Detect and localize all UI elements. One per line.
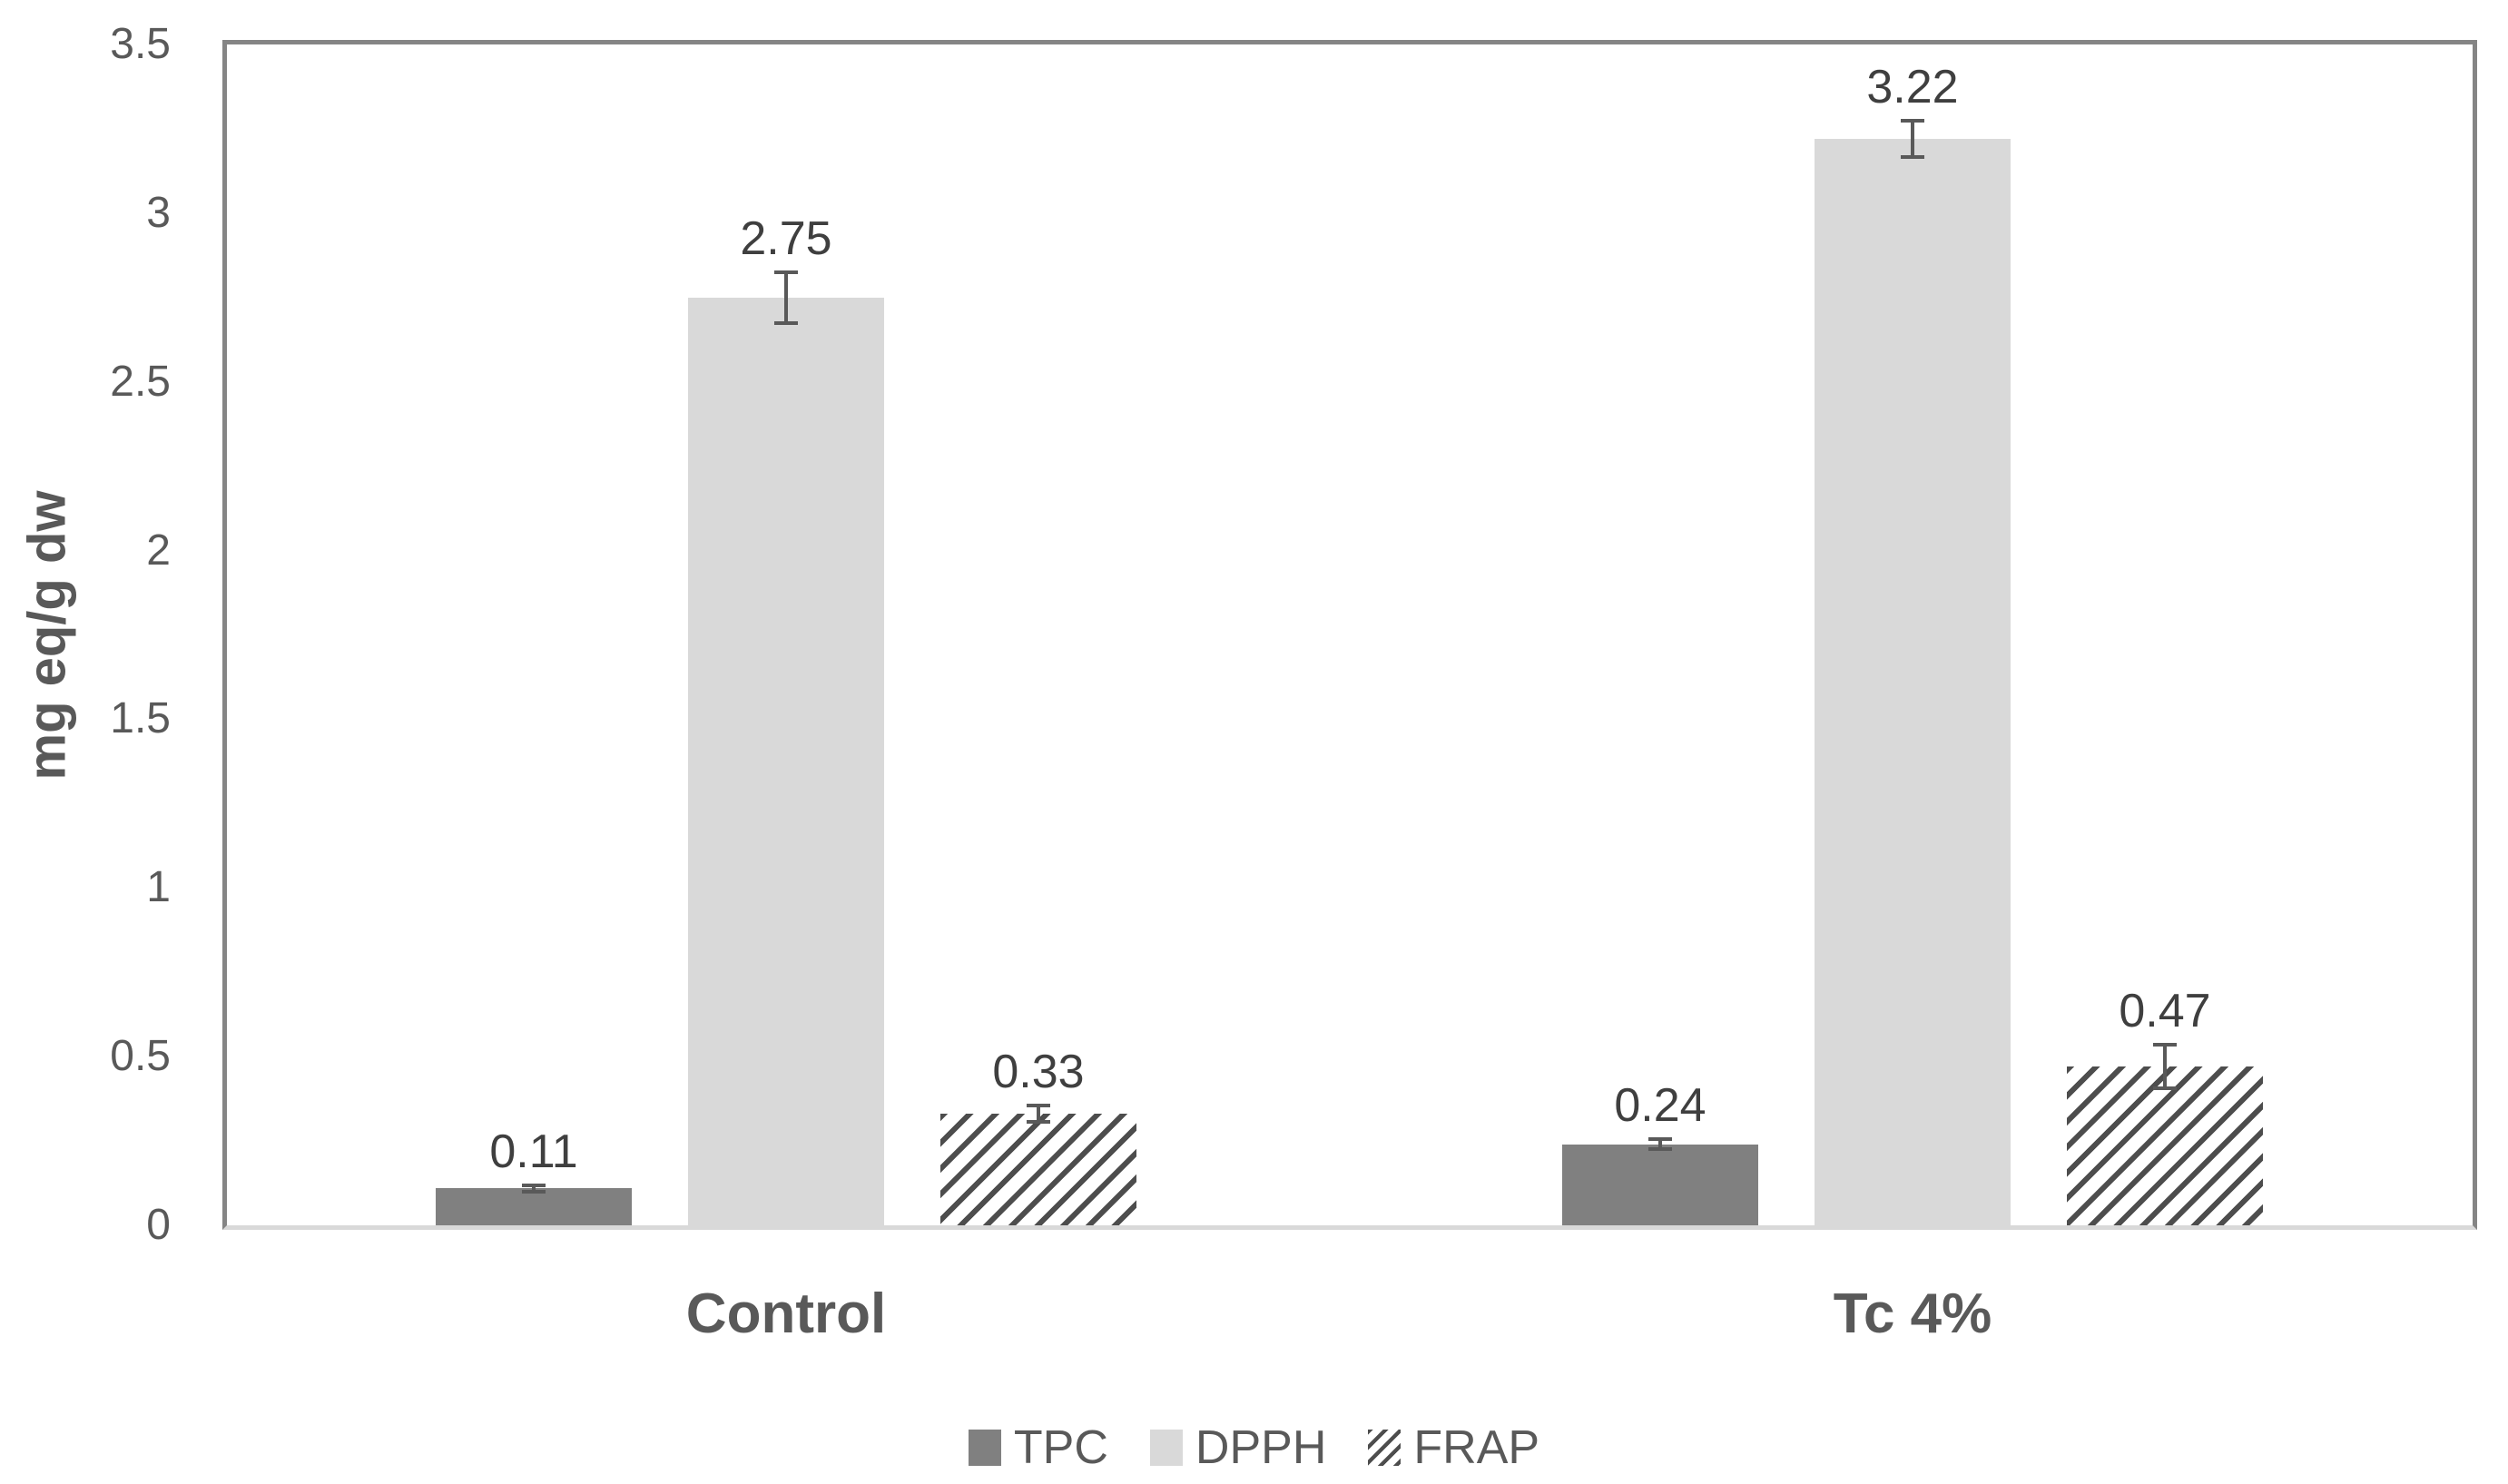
- legend-label: TPC: [1013, 1421, 1108, 1474]
- error-bar: [774, 270, 798, 325]
- legend-label: FRAP: [1413, 1421, 1540, 1474]
- value-label: 2.75: [740, 212, 832, 266]
- bar-dpph-tc-4-: [1815, 139, 2011, 1225]
- value-label: 0.47: [2119, 985, 2211, 1038]
- legend-swatch-frap: [1368, 1430, 1402, 1466]
- y-tick-label: 1: [146, 863, 171, 912]
- y-tick-label: 2: [146, 526, 171, 575]
- bar-frap-tc-4-: [2067, 1066, 2263, 1225]
- y-tick-label: 0: [146, 1201, 171, 1249]
- legend-swatch-tpc: [968, 1430, 1001, 1466]
- legend-item-dpph: DPPH: [1149, 1421, 1327, 1474]
- y-tick-label: 0.5: [110, 1032, 171, 1081]
- bar-tpc-control: [436, 1188, 632, 1225]
- y-tick-label: 2.5: [110, 357, 171, 406]
- y-tick-label: 3: [146, 188, 171, 237]
- value-label: 0.24: [1614, 1079, 1706, 1133]
- legend-swatch-dpph: [1149, 1430, 1183, 1466]
- bar-tpc-tc-4-: [1562, 1144, 1758, 1225]
- value-label: 3.22: [1866, 60, 1959, 113]
- category-label-tc-4-: Tc 4%: [1833, 1283, 1992, 1345]
- error-bar: [2153, 1043, 2177, 1091]
- legend-label: DPPH: [1195, 1421, 1327, 1474]
- error-bar: [1901, 118, 1924, 160]
- error-bar: [1648, 1137, 1672, 1152]
- bar-frap-control: [940, 1114, 1136, 1225]
- value-label: 0.33: [992, 1046, 1085, 1099]
- error-bar: [522, 1183, 546, 1194]
- value-label: 0.11: [489, 1125, 578, 1178]
- y-tick-label: 3.5: [110, 20, 171, 68]
- category-label-control: Control: [685, 1283, 887, 1345]
- legend: TPC DPPH FRAP: [0, 1416, 2508, 1479]
- bar-dpph-control: [688, 297, 884, 1225]
- plot-area: 0.11 2.75 0.33 0.24 3.22 0.47: [222, 40, 2477, 1230]
- error-bar: [1027, 1104, 1050, 1125]
- y-tick-label: 1.5: [110, 694, 171, 743]
- y-axis-tick-labels: 0 0.5 1 1.5 2 2.5 3 3.5: [0, 23, 171, 1247]
- category-axis-labels: Control Tc 4%: [227, 1282, 2473, 1354]
- legend-item-frap: FRAP: [1368, 1424, 1539, 1471]
- legend-item-tpc: TPC: [968, 1421, 1108, 1474]
